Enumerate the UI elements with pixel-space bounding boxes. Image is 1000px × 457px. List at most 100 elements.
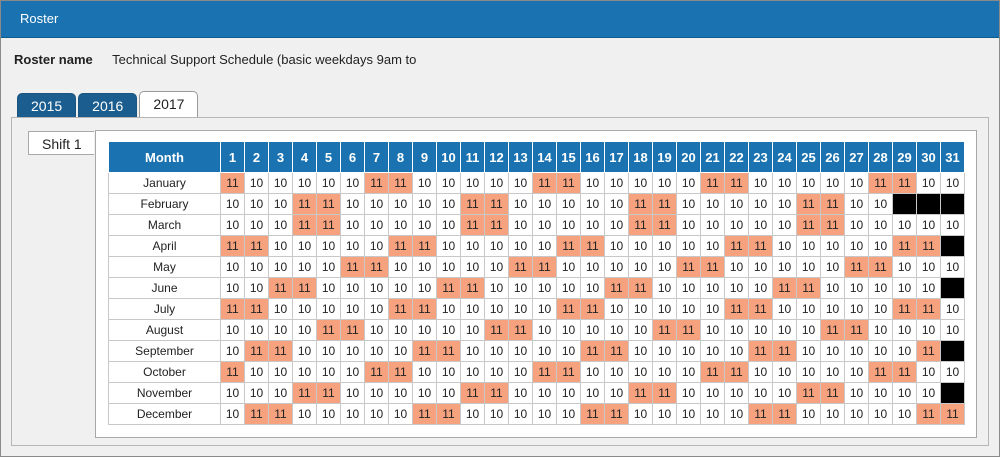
shift-cell[interactable]: 11 <box>532 172 557 194</box>
shift-cell[interactable]: 10 <box>940 214 965 236</box>
shift-cell[interactable]: 10 <box>292 235 317 257</box>
shift-cell[interactable]: 11 <box>628 277 653 299</box>
shift-cell[interactable]: 10 <box>868 298 893 320</box>
shift-cell[interactable]: 11 <box>628 193 653 215</box>
shift-cell[interactable]: 11 <box>268 340 293 362</box>
shift-cell[interactable]: 10 <box>676 361 701 383</box>
shift-cell[interactable]: 10 <box>724 340 749 362</box>
shift-cell[interactable]: 11 <box>796 193 821 215</box>
shift-cell[interactable]: 10 <box>604 298 629 320</box>
shift-cell[interactable]: 10 <box>580 172 605 194</box>
shift-cell[interactable]: 10 <box>724 319 749 341</box>
shift-cell[interactable]: 10 <box>724 256 749 278</box>
shift-cell[interactable]: 10 <box>580 319 605 341</box>
shift-cell[interactable]: 10 <box>388 340 413 362</box>
shift-cell[interactable]: 11 <box>892 298 917 320</box>
shift-cell[interactable]: 11 <box>748 403 773 425</box>
shift-cell[interactable]: 10 <box>244 193 269 215</box>
shift-cell[interactable]: 10 <box>292 172 317 194</box>
shift-cell[interactable]: 10 <box>604 235 629 257</box>
shift-cell[interactable]: 10 <box>244 172 269 194</box>
shift-cell[interactable]: 10 <box>268 361 293 383</box>
shift-cell[interactable]: 10 <box>652 277 677 299</box>
shift-cell[interactable]: 10 <box>844 277 869 299</box>
shift-cell[interactable]: 11 <box>412 340 437 362</box>
shift-cell[interactable]: 10 <box>700 235 725 257</box>
shift-cell[interactable]: 10 <box>412 319 437 341</box>
shift-cell[interactable]: 10 <box>460 172 485 194</box>
shift-cell[interactable]: 10 <box>628 298 653 320</box>
shift-cell[interactable]: 10 <box>484 403 509 425</box>
shift-cell[interactable]: 11 <box>796 277 821 299</box>
shift-cell[interactable]: 10 <box>676 277 701 299</box>
shift-cell[interactable]: 10 <box>724 214 749 236</box>
shift-cell[interactable]: 10 <box>772 235 797 257</box>
shift-cell[interactable]: 10 <box>844 403 869 425</box>
shift-cell[interactable]: 10 <box>244 256 269 278</box>
shift-cell[interactable]: 10 <box>820 172 845 194</box>
shift-cell[interactable]: 10 <box>388 277 413 299</box>
shift-cell[interactable]: 10 <box>892 256 917 278</box>
shift-cell[interactable]: 10 <box>532 340 557 362</box>
shift-cell[interactable]: 10 <box>244 382 269 404</box>
shift-cell[interactable]: 10 <box>772 319 797 341</box>
shift-cell[interactable]: 11 <box>748 298 773 320</box>
shift-cell[interactable]: 10 <box>436 361 461 383</box>
shift-cell[interactable]: 10 <box>436 382 461 404</box>
shift-cell[interactable]: 10 <box>364 235 389 257</box>
shift-cell[interactable]: 11 <box>580 403 605 425</box>
shift-cell[interactable]: 10 <box>892 214 917 236</box>
shift-cell[interactable]: 10 <box>916 277 941 299</box>
shift-cell[interactable]: 10 <box>364 340 389 362</box>
shift-cell[interactable]: 10 <box>460 319 485 341</box>
shift-cell[interactable]: 11 <box>532 256 557 278</box>
shift-cell[interactable]: 10 <box>868 340 893 362</box>
shift-cell[interactable]: 10 <box>292 256 317 278</box>
shift-cell[interactable]: 11 <box>676 319 701 341</box>
shift-cell[interactable]: 10 <box>436 193 461 215</box>
shift-cell[interactable]: 11 <box>892 361 917 383</box>
shift-cell[interactable]: 10 <box>292 361 317 383</box>
shift-cell[interactable]: 10 <box>220 403 245 425</box>
shift-cell[interactable]: 11 <box>460 214 485 236</box>
shift-cell[interactable]: 10 <box>364 214 389 236</box>
shift-cell[interactable]: 10 <box>532 403 557 425</box>
shift-cell[interactable]: 10 <box>316 172 341 194</box>
shift-cell[interactable]: 10 <box>604 172 629 194</box>
shift-cell[interactable]: 10 <box>628 172 653 194</box>
shift-cell[interactable]: 10 <box>796 361 821 383</box>
shift-cell[interactable]: 10 <box>532 277 557 299</box>
shift-cell[interactable]: 11 <box>772 340 797 362</box>
shift-cell[interactable]: 10 <box>748 172 773 194</box>
shift-cell[interactable]: 11 <box>388 361 413 383</box>
shift-cell[interactable]: 10 <box>340 361 365 383</box>
shift-cell[interactable]: 11 <box>412 298 437 320</box>
shift-cell[interactable]: 11 <box>820 214 845 236</box>
shift-cell[interactable]: 11 <box>220 235 245 257</box>
shift-cell[interactable]: 10 <box>676 193 701 215</box>
shift-cell[interactable]: 10 <box>892 319 917 341</box>
shift-cell[interactable]: 10 <box>916 256 941 278</box>
shift-cell[interactable]: 11 <box>844 319 869 341</box>
shift-cell[interactable]: 10 <box>412 382 437 404</box>
shift-cell[interactable]: 10 <box>364 403 389 425</box>
shift-cell[interactable]: 11 <box>292 277 317 299</box>
shift-cell[interactable]: 10 <box>868 193 893 215</box>
shift-cell[interactable]: 10 <box>628 361 653 383</box>
shift-cell[interactable]: 10 <box>364 319 389 341</box>
shift-cell[interactable]: 10 <box>868 235 893 257</box>
shift-cell[interactable]: 10 <box>508 214 533 236</box>
shift-cell[interactable]: 10 <box>412 361 437 383</box>
shift-cell[interactable]: 10 <box>244 277 269 299</box>
shift-cell[interactable]: 11 <box>364 361 389 383</box>
shift-cell[interactable]: 10 <box>268 319 293 341</box>
shift-cell[interactable]: 11 <box>820 319 845 341</box>
shift-cell[interactable]: 11 <box>316 193 341 215</box>
shift-cell[interactable]: 11 <box>412 235 437 257</box>
shift-cell[interactable]: 10 <box>676 298 701 320</box>
shift-cell[interactable]: 10 <box>700 277 725 299</box>
shift-cell[interactable]: 11 <box>268 277 293 299</box>
shift-cell[interactable]: 11 <box>484 382 509 404</box>
shift-cell[interactable]: 10 <box>412 214 437 236</box>
shift-cell[interactable]: 11 <box>412 403 437 425</box>
